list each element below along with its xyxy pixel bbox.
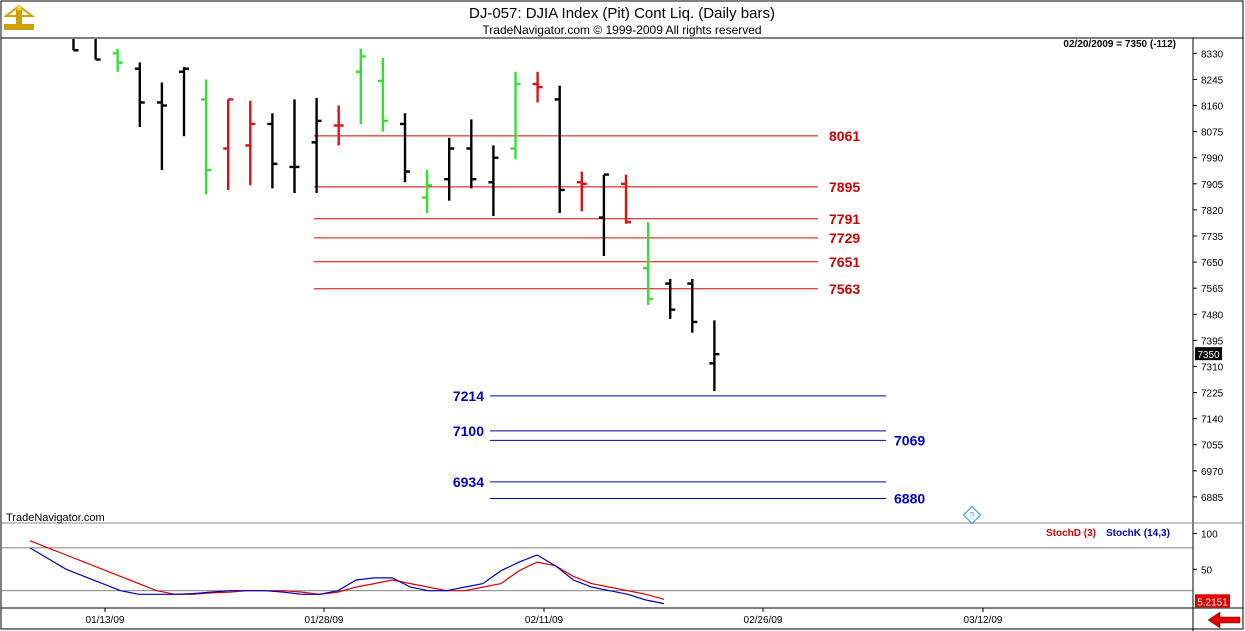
- price-tick-label: 8160: [1201, 102, 1224, 113]
- legend-stochk: StochK (14,3): [1106, 528, 1170, 539]
- legend-stochd: StochD (3): [1046, 528, 1096, 539]
- date-tick-label: 03/12/09: [964, 615, 1003, 626]
- watermark-text: TradeNavigator.com: [6, 512, 105, 524]
- scroll-arrow-icon[interactable]: [1207, 611, 1241, 629]
- ohlc-bar: [621, 174, 631, 224]
- ohlc-bar: [444, 137, 455, 201]
- support-label: 6880: [894, 490, 925, 506]
- date-tick-label: 02/11/09: [525, 615, 564, 626]
- resistance-label: 8061: [829, 128, 860, 144]
- stoch-lines: 5.2151: [29, 540, 1230, 608]
- ohlc-bar: [311, 97, 322, 194]
- price-tick-label: 7990: [1201, 154, 1224, 165]
- svg-text:?: ?: [969, 511, 974, 521]
- resistance-label: 7791: [829, 211, 860, 227]
- ohlc-bar: [156, 82, 167, 170]
- price-tick-label: 7225: [1201, 389, 1224, 400]
- price-tick-label: 6970: [1201, 467, 1224, 478]
- price-tick-label: 7310: [1201, 362, 1224, 373]
- ohlc-bar: [267, 113, 278, 189]
- ohlc-bar: [112, 48, 123, 72]
- ohlc-bar: [488, 145, 499, 217]
- ohlc-bar: [665, 278, 676, 319]
- stoch-tick-label: 50: [1201, 565, 1213, 576]
- ohlc-bar: [554, 85, 565, 213]
- price-tick-label: 7480: [1201, 310, 1224, 321]
- stoch-legend: StochD (3) StochK (14,3): [1046, 528, 1170, 539]
- price-tick-label: 8075: [1201, 128, 1224, 139]
- last-price-box: [1195, 347, 1222, 361]
- ohlc-bar: [333, 105, 344, 146]
- ohlc-bar: [223, 98, 234, 190]
- last-price-tag: 7350: [1195, 347, 1222, 361]
- stochk-line: [29, 547, 665, 605]
- date-tick-label: 01/28/09: [305, 615, 344, 626]
- ohlc-bar: [643, 222, 654, 306]
- stoch-last-value-label: 5.2151: [1197, 597, 1228, 608]
- price-tick-label: 7650: [1201, 258, 1224, 269]
- price-tick-label: 7820: [1201, 206, 1224, 217]
- price-tick-label: 7140: [1201, 415, 1224, 426]
- price-axis-ticks: 8330 8245 8160 8075 7990 7905 7820 7735 7650 7565…: [1193, 49, 1224, 504]
- ohlc-bar: [532, 71, 543, 103]
- support-label: 7100: [453, 423, 484, 439]
- ohlc-bar: [400, 113, 410, 183]
- resistance-label: 7563: [829, 281, 860, 297]
- stoch-tick-label: 100: [1201, 530, 1218, 541]
- price-tick-label: 8245: [1201, 75, 1224, 86]
- price-tick-label: 6885: [1201, 493, 1224, 504]
- ohlc-bar: [598, 173, 609, 256]
- support-label: 6934: [453, 474, 484, 490]
- ohlc-bar: [134, 62, 145, 128]
- ohlc-bars: [72, 39, 720, 392]
- ohlc-bar: [355, 48, 366, 124]
- last-price-label: 7350: [1197, 350, 1220, 361]
- support-label: 7214: [453, 388, 484, 404]
- date-tick-label: 01/13/09: [86, 615, 125, 626]
- price-tick-label: 8330: [1201, 49, 1224, 60]
- ohlc-bar: [510, 71, 521, 160]
- ohlc-bar: [377, 57, 388, 132]
- chart-title: DJ-057: DJIA Index (Pit) Cont Liq. (Dail…: [469, 5, 775, 22]
- resistance-label: 7895: [829, 179, 860, 195]
- price-tick-label: 7395: [1201, 336, 1224, 347]
- date-axis-ticks: 01/13/09 01/28/09 02/11/09 02/26/09 03/12/09: [86, 608, 1003, 626]
- price-tick-label: 7055: [1201, 441, 1224, 452]
- ohlc-bar: [72, 39, 79, 52]
- logo-icon: [3, 4, 35, 30]
- ohlc-bar: [466, 119, 477, 189]
- ohlc-bar: [709, 320, 720, 392]
- ohlc-bar: [201, 79, 212, 195]
- ohlc-bar: [179, 67, 189, 137]
- copyright-text: TradeNavigator.com © 1999-2009 All right…: [482, 23, 761, 37]
- resistance-label: 7729: [829, 230, 860, 246]
- quote-readout: 02/20/2009 = 7350 (-112): [1063, 39, 1176, 50]
- ohlc-bar: [94, 39, 101, 61]
- price-tick-label: 7565: [1201, 284, 1224, 295]
- help-icon[interactable]: ?: [962, 505, 982, 525]
- level-lines: 8061 7895 7791 7729 7651 7563 7214 7100 7069 6934…: [314, 128, 925, 506]
- support-label: 7069: [894, 432, 925, 448]
- ohlc-bar: [245, 100, 256, 186]
- price-tick-label: 7905: [1201, 180, 1224, 191]
- price-tick-label: 7735: [1201, 232, 1224, 243]
- ohlc-bar: [422, 169, 433, 213]
- ohlc-bar: [687, 278, 698, 333]
- ohlc-bar: [576, 171, 587, 212]
- stoch-last-value-box: [1195, 594, 1230, 608]
- resistance-label: 7651: [829, 254, 860, 270]
- stoch-axis-ticks: 100 50: [1, 530, 1218, 592]
- ohlc-bar: [289, 99, 300, 194]
- date-tick-label: 02/26/09: [744, 615, 783, 626]
